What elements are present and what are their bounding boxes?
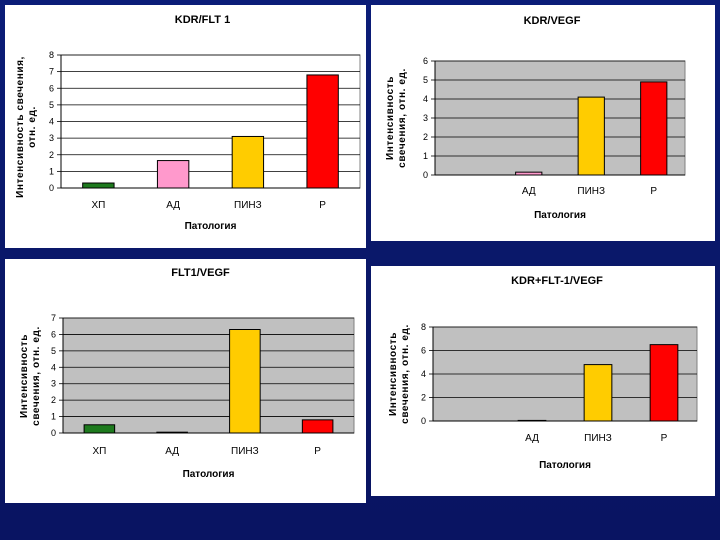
y-tick-label: 2 bbox=[51, 395, 56, 405]
x-tick-label: Р bbox=[661, 433, 668, 444]
x-tick-label: ПИНЗ bbox=[577, 186, 605, 197]
chart-svg-kdr-flt1-vegf: KDR+FLT-1/VEGF 0 2 4 6 8 АД ПИНЗ Р Патология Интен… bbox=[388, 275, 698, 471]
x-axis-label: Патология bbox=[183, 469, 235, 480]
bar-пинз bbox=[583, 364, 613, 422]
y-axis-label: Интенсивность bbox=[19, 334, 30, 418]
y-tick-label: 1 bbox=[51, 412, 56, 422]
y-axis-label: Интенсивность bbox=[388, 332, 399, 416]
bar-пинз bbox=[231, 135, 265, 189]
x-axis-label: Патология bbox=[539, 460, 591, 471]
y-tick-label: 2 bbox=[49, 150, 54, 160]
bar-р bbox=[649, 344, 679, 422]
y-tick-label: 0 bbox=[49, 183, 54, 193]
x-tick-label: АД bbox=[522, 186, 536, 197]
y-tick-label: 8 bbox=[49, 50, 54, 60]
y-tick-label: 1 bbox=[49, 166, 54, 176]
x-tick-label: Р bbox=[314, 446, 321, 457]
bar-пинз bbox=[229, 329, 261, 434]
chart-panel-flt1-vegf: FLT1/VEGF 0 1 2 3 4 5 6 7 ХП АД ПИНЗ Р Патология Интен… bbox=[5, 259, 366, 503]
chart-title: FLT1/VEGF bbox=[171, 267, 230, 279]
bar-ад bbox=[156, 160, 190, 189]
y-tick-label: 0 bbox=[51, 428, 56, 438]
x-tick-label: АД bbox=[525, 433, 539, 444]
x-tick-label: Р bbox=[650, 186, 657, 197]
chart-title: KDR/VEGF bbox=[524, 15, 581, 27]
y-tick-label: 7 bbox=[49, 67, 54, 77]
y-tick-label: 6 bbox=[49, 83, 54, 93]
bar-пинз bbox=[577, 96, 605, 176]
bar-р bbox=[306, 74, 339, 189]
y-axis-label: свечения, отн. ед. bbox=[400, 324, 411, 424]
x-tick-label: Р bbox=[319, 200, 326, 211]
y-tick-label: 8 bbox=[421, 322, 426, 332]
bar-хп bbox=[83, 424, 116, 434]
chart-svg-kdr-vegf: KDR/VEGF 0 1 2 3 4 5 6 АД ПИНЗ Р Патология Интенсивн… bbox=[385, 15, 686, 221]
y-axis-label: отн. ед. bbox=[27, 106, 38, 148]
x-tick-label: ХП bbox=[92, 446, 106, 457]
y-tick-label: 4 bbox=[423, 94, 428, 104]
y-tick-label: 4 bbox=[51, 362, 56, 372]
bar-ад bbox=[156, 431, 188, 434]
y-tick-label: 3 bbox=[51, 379, 56, 389]
y-axis-label: Интенсивность bbox=[385, 76, 396, 160]
y-tick-label: 5 bbox=[49, 100, 54, 110]
y-axis-label: свечения, отн. ед. bbox=[397, 68, 408, 168]
y-tick-label: 4 bbox=[49, 117, 54, 127]
chart-title: KDR+FLT-1/VEGF bbox=[511, 275, 603, 287]
y-tick-label: 4 bbox=[421, 369, 426, 379]
x-tick-label: АД bbox=[165, 446, 179, 457]
y-tick-label: 0 bbox=[423, 170, 428, 180]
y-tick-label: 3 bbox=[423, 113, 428, 123]
x-axis-label: Патология bbox=[185, 221, 237, 232]
y-tick-label: 6 bbox=[421, 346, 426, 356]
bar-хп bbox=[82, 182, 115, 189]
y-tick-label: 2 bbox=[423, 132, 428, 142]
y-tick-label: 6 bbox=[51, 329, 56, 339]
x-tick-label: ПИНЗ bbox=[234, 200, 262, 211]
chart-svg-flt1-vegf: FLT1/VEGF 0 1 2 3 4 5 6 7 ХП АД ПИНЗ Р Патология Интен… bbox=[19, 267, 355, 480]
y-tick-label: 5 bbox=[423, 75, 428, 85]
y-tick-label: 0 bbox=[421, 416, 426, 426]
chart-panel-kdr-flt1: KDR/FLT 1 0 1 2 3 4 5 6 7 8 ХП АД ПИНЗ Р Патология Инте… bbox=[5, 5, 366, 248]
y-axis-label: свечения, отн. ед. bbox=[31, 326, 42, 426]
chart-svg-kdr-flt1: KDR/FLT 1 0 1 2 3 4 5 6 7 8 ХП АД ПИНЗ Р Патология Инте… bbox=[15, 14, 361, 232]
plot-area bbox=[62, 317, 355, 434]
bar-ад bbox=[517, 419, 547, 422]
y-tick-label: 6 bbox=[423, 56, 428, 66]
y-tick-label: 3 bbox=[49, 133, 54, 143]
x-tick-label: ПИНЗ bbox=[584, 433, 612, 444]
x-tick-label: ХП bbox=[91, 200, 105, 211]
y-tick-label: 2 bbox=[421, 393, 426, 403]
y-tick-label: 5 bbox=[51, 346, 56, 356]
chart-panel-kdr-flt1-vegf: KDR+FLT-1/VEGF 0 2 4 6 8 АД ПИНЗ Р Патология Интен… bbox=[371, 266, 715, 496]
x-tick-label: АД bbox=[166, 200, 180, 211]
bar-р bbox=[301, 419, 334, 434]
bar-ад bbox=[515, 171, 543, 176]
chart-panel-kdr-vegf: KDR/VEGF 0 1 2 3 4 5 6 АД ПИНЗ Р Патология Интенсивн… bbox=[371, 5, 715, 241]
chart-title: KDR/FLT 1 bbox=[175, 14, 230, 26]
x-axis-label: Патология bbox=[534, 210, 586, 221]
x-tick-label: ПИНЗ bbox=[231, 446, 259, 457]
y-axis-label: Интенсивность свечения, bbox=[15, 56, 26, 198]
y-tick-label: 1 bbox=[423, 151, 428, 161]
bar-р bbox=[640, 81, 668, 176]
y-tick-label: 7 bbox=[51, 313, 56, 323]
